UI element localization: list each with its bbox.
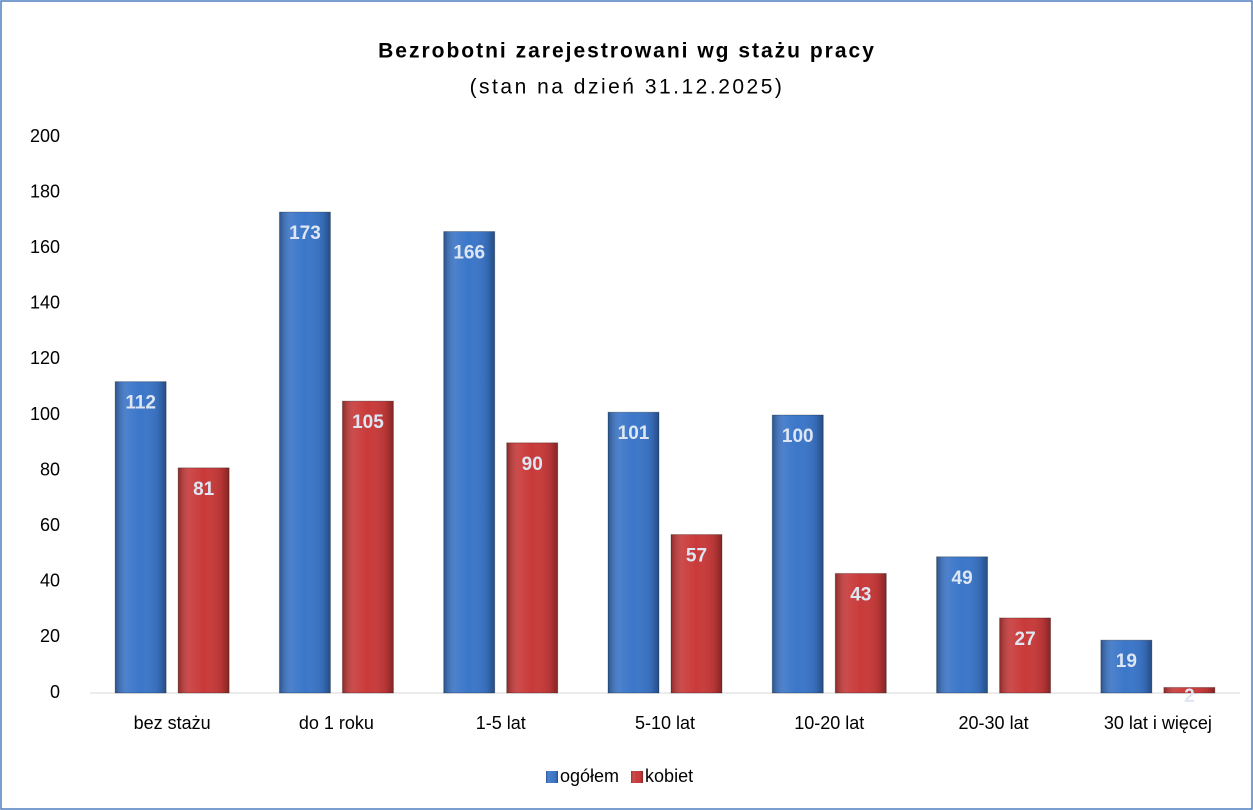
bar-top [278,211,331,694]
data-label: 49 [952,568,973,589]
x-tick-label: bez stażu [134,713,211,733]
bar-shade [279,212,331,693]
y-tick-label: 140 [30,293,60,313]
bar-shade [936,556,988,693]
bar-shade [1163,687,1215,693]
y-tick-label: 40 [40,571,60,591]
bar-top [670,534,723,694]
y-tick-label: 120 [30,348,60,368]
x-tick-label: 1-5 lat [476,713,526,733]
bar-top [607,411,660,694]
chart-title: Bezrobotni zarejestrowani wg stażu pracy [378,40,876,63]
bar-shade [506,442,558,693]
y-tick-label: 180 [30,181,60,201]
x-tick-label: 10-20 lat [794,713,864,733]
bar-shade [115,381,167,693]
data-label: 173 [289,223,321,244]
bar-top [341,400,394,694]
legend-label: kobiet [645,766,693,786]
bar-top [506,442,559,694]
bar-shade [443,231,495,693]
x-tick-label: 20-30 lat [959,713,1029,733]
data-label: 112 [125,393,156,414]
x-tick-label: 5-10 lat [635,713,695,733]
bar-top [177,467,230,694]
y-tick-label: 100 [30,404,60,424]
bar-shade [835,573,887,693]
y-tick-label: 80 [40,459,60,479]
y-tick-label: 200 [30,126,60,146]
y-tick-label: 0 [50,682,60,702]
bar-shade [178,467,230,693]
data-label: 57 [686,546,707,567]
bar-top [114,381,167,694]
data-label: 2 [1184,686,1195,707]
data-label: 105 [352,412,384,433]
data-label: 27 [1015,629,1036,650]
bar-top [443,231,496,694]
legend-label: ogółem [560,766,619,786]
legend-swatch-shade [546,771,558,783]
bar-shade [342,401,394,693]
bar-shade [999,617,1051,693]
bar-shade [671,534,722,693]
data-label: 81 [193,479,215,500]
data-label: 43 [850,584,871,605]
x-tick-label: do 1 roku [299,713,374,733]
bar-top [771,414,824,694]
bar-top [936,556,989,694]
legend-swatch-shade [631,771,644,783]
data-label: 19 [1116,651,1137,672]
bar-shade [608,412,659,693]
bar-shade [772,415,824,693]
bar-top [999,617,1052,694]
data-label: 100 [782,426,814,447]
data-label: 90 [522,454,543,475]
bar-shade [1100,640,1152,693]
data-label: 101 [618,423,650,444]
y-tick-label: 60 [40,515,60,535]
bar-top [834,572,887,694]
bar-top [1100,639,1153,694]
bar-top [1163,686,1216,694]
data-label: 166 [453,243,485,264]
x-tick-label: 30 lat i więcej [1104,713,1212,733]
y-tick-label: 20 [40,626,60,646]
chart-subtitle: (stan na dzień 31.12.2025) [470,76,785,99]
y-tick-label: 160 [30,237,60,257]
